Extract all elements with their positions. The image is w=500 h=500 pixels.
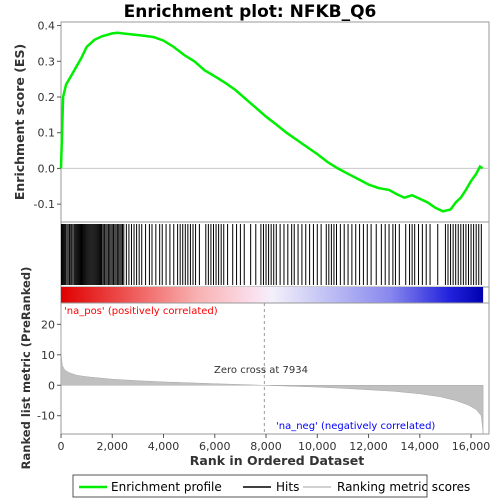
legend-label-ranking-metric: Ranking metric scores bbox=[337, 480, 470, 494]
chart-title: Enrichment plot: NFKB_Q6 bbox=[124, 2, 377, 22]
x-tick-label: 2,000 bbox=[97, 440, 129, 453]
x-ticks: 0 2,000 4,000 6,000 8,000 10,000 12,000 14,000 1… bbox=[58, 434, 491, 453]
es-y-tick-label: -0.1 bbox=[34, 198, 55, 211]
hits-panel bbox=[60, 221, 490, 288]
x-tick-label: 14,000 bbox=[401, 440, 440, 453]
metric-y-tick-label: 20 bbox=[41, 318, 55, 331]
es-y-axis-label: Enrichment score (ES) bbox=[12, 44, 27, 200]
legend-frame bbox=[72, 474, 428, 498]
x-tick-label: 8,000 bbox=[250, 440, 282, 453]
legend: Enrichment profile Hits Ranking metric s… bbox=[72, 474, 470, 498]
x-tick-label: 0 bbox=[58, 440, 65, 453]
x-tick-label: 4,000 bbox=[148, 440, 180, 453]
hit-marks bbox=[61, 224, 482, 285]
es-y-tick-label: 0.3 bbox=[38, 55, 56, 68]
legend-label-hits: Hits bbox=[276, 480, 299, 494]
ranking-metric-area bbox=[60, 305, 484, 435]
metric-panel: -10 0 10 20 0 2,000 4,000 6,000 8,000 10,000 12,0… bbox=[19, 267, 490, 470]
es-y-tick-label: 0.4 bbox=[38, 20, 56, 33]
x-axis-label: Rank in Ordered Dataset bbox=[190, 453, 364, 468]
metric-y-tick-label: 10 bbox=[41, 349, 55, 362]
metric-y-tick-label: -10 bbox=[37, 410, 55, 423]
enrichment-profile-line bbox=[59, 31, 484, 213]
es-y-tick-label: 0.2 bbox=[38, 91, 56, 104]
positive-correlation-label: 'na_pos' (positively correlated) bbox=[64, 306, 218, 317]
x-tick-label: 10,000 bbox=[298, 440, 337, 453]
metric-y-axis-label: Ranked list metric (PreRanked) bbox=[19, 267, 33, 470]
es-panel: -0.1 0.0 0.1 0.2 0.3 0.4 Enrichment score (ES… bbox=[12, 20, 490, 223]
hits-panel-frame bbox=[60, 221, 490, 288]
es-y-tick-label: 0.0 bbox=[38, 162, 56, 175]
legend-label-enrichment-profile: Enrichment profile bbox=[111, 480, 222, 494]
x-tick-label: 16,000 bbox=[452, 440, 491, 453]
rank-color-bar bbox=[61, 287, 484, 303]
x-tick-label: 6,000 bbox=[199, 440, 231, 453]
metric-panel-frame bbox=[60, 302, 490, 435]
negative-correlation-label: 'na_neg' (negatively correlated) bbox=[276, 421, 435, 432]
x-tick-label: 12,000 bbox=[349, 440, 388, 453]
zero-cross-label: Zero cross at 7934 bbox=[214, 365, 308, 376]
es-y-ticks: -0.1 0.0 0.1 0.2 0.3 0.4 bbox=[34, 20, 61, 211]
metric-y-tick-label: 0 bbox=[48, 379, 55, 392]
metric-y-ticks: -10 0 10 20 bbox=[37, 318, 61, 423]
es-y-tick-label: 0.1 bbox=[38, 127, 56, 140]
